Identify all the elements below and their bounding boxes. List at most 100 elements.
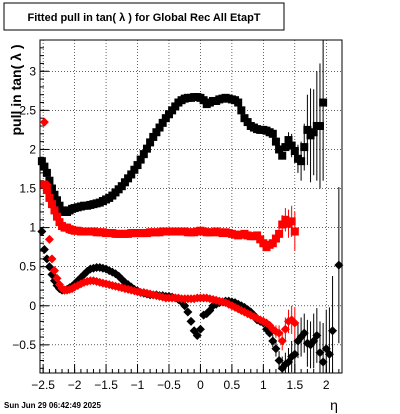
- data-point-square: [297, 157, 306, 166]
- x-axis-label: η: [330, 397, 338, 413]
- data-point-square: [300, 143, 309, 152]
- data-point-square: [158, 118, 167, 127]
- data-point-square: [278, 151, 287, 160]
- title-box: Fitted pull in tan( λ ) for Global Rec A…: [3, 2, 285, 31]
- data-point-diamond: [290, 349, 300, 359]
- data-point-diamond: [318, 357, 328, 367]
- x-tick-label: 0.5: [224, 378, 241, 392]
- data-point-square: [55, 201, 64, 210]
- data-point-diamond: [183, 307, 193, 317]
- data-point-diamond: [49, 266, 59, 276]
- y-tick-labels: −0.5 0 0.5 1 1.5 2 2.5 3: [12, 64, 36, 352]
- data-point-diamond: [268, 336, 278, 346]
- x-tick-label: 1: [260, 378, 267, 392]
- data-point-square: [309, 128, 318, 137]
- data-point-square: [155, 123, 164, 132]
- data-point-square: [290, 147, 299, 155]
- data-point-square: [268, 239, 277, 248]
- data-point-diamond: [39, 244, 49, 254]
- data-point-diamond: [42, 180, 52, 190]
- data-point-square: [133, 161, 142, 170]
- data-point-square: [268, 129, 277, 138]
- y-axis-label: pull in tan( λ ): [8, 45, 24, 136]
- data-point-square: [142, 144, 151, 153]
- data-point-diamond: [42, 254, 52, 264]
- data-point-diamond: [195, 324, 205, 334]
- timestamp: Sun Jun 29 06:42:49 2025: [4, 401, 101, 410]
- data-point-diamond: [277, 336, 287, 346]
- data-point-square: [42, 186, 51, 195]
- data-point-square: [237, 106, 246, 115]
- y-tick-label: 1.5: [19, 182, 36, 196]
- data-point-square: [127, 170, 136, 179]
- data-point-square: [287, 217, 296, 226]
- data-point-square: [50, 206, 59, 215]
- y-tick-label: −0.5: [12, 338, 36, 352]
- data-point-square: [278, 220, 287, 229]
- y-tick-label: 0.5: [19, 260, 36, 274]
- grid-lines: [40, 40, 342, 373]
- data-point-diamond: [47, 254, 57, 264]
- y-tick-label: 0: [29, 299, 36, 313]
- data-point-diamond: [290, 318, 300, 328]
- data-point-square: [52, 196, 61, 205]
- x-tick-label: 1.5: [286, 378, 303, 392]
- data-point-square: [287, 141, 296, 150]
- y-tick-label: 2: [29, 142, 36, 156]
- data-point-square: [47, 184, 56, 193]
- data-point-diamond: [37, 227, 47, 237]
- data-point-square: [136, 155, 145, 164]
- data-point-square: [152, 128, 161, 137]
- data-point-square: [319, 98, 328, 107]
- data-point-diamond: [299, 328, 309, 338]
- x-tick-label: −1: [131, 378, 145, 392]
- data-point-square: [284, 136, 293, 145]
- data-point-diamond: [315, 348, 325, 358]
- data-point-diamond: [39, 117, 49, 127]
- data-point-diamond: [274, 355, 284, 365]
- data-point-square: [271, 137, 280, 146]
- data-point-square: [42, 168, 51, 177]
- data-point-square: [275, 229, 284, 238]
- data-point-diamond: [44, 234, 54, 244]
- y-tick-label: 2.5: [19, 103, 36, 117]
- x-tick-label: −1.5: [94, 378, 118, 392]
- x-tick-label: 2: [323, 378, 330, 392]
- x-tick-labels: −2.5 −2 −1.5 −1 −0.5 0 0.5 1 1.5 2: [31, 378, 330, 392]
- data-point-square: [290, 227, 299, 236]
- data-point-square: [40, 162, 49, 171]
- data-point-square: [37, 157, 46, 166]
- y-tick-label: 1: [29, 221, 36, 235]
- data-point-diamond: [180, 301, 190, 311]
- data-point-diamond: [192, 330, 202, 340]
- x-tick-label: −2.5: [31, 378, 55, 392]
- data-point-diamond: [324, 349, 334, 359]
- data-point-square: [146, 138, 155, 147]
- data-point-diamond: [274, 328, 284, 338]
- data-point-square: [45, 193, 54, 202]
- data-point-square: [139, 150, 148, 159]
- data-point-square: [271, 234, 280, 243]
- data-point-diamond: [280, 324, 290, 334]
- data-markers: [37, 40, 344, 373]
- data-point-square: [130, 165, 139, 174]
- data-point-square: [275, 145, 284, 154]
- chart-title: Fitted pull in tan( λ ) for Global Rec A…: [27, 12, 260, 24]
- data-point-square: [149, 132, 158, 141]
- data-point-square: [315, 121, 324, 130]
- data-point-diamond: [312, 330, 322, 340]
- data-point-square: [52, 212, 61, 221]
- data-point-diamond: [328, 326, 338, 336]
- data-point-square: [47, 200, 56, 209]
- data-point-diamond: [186, 316, 196, 326]
- y-tick-label: 3: [29, 64, 36, 78]
- data-point-square: [281, 143, 290, 152]
- x-tick-label: −0.5: [157, 378, 181, 392]
- data-point-square: [303, 125, 312, 134]
- data-point-square: [50, 190, 59, 199]
- data-point-square: [234, 98, 243, 107]
- data-point-diamond: [334, 260, 344, 270]
- data-point-square: [45, 176, 54, 185]
- x-tick-label: −2: [68, 378, 82, 392]
